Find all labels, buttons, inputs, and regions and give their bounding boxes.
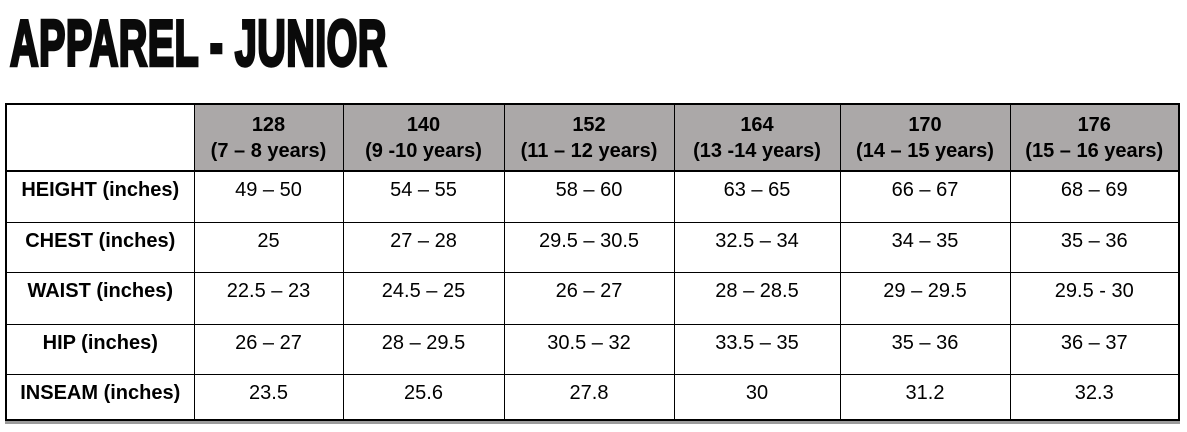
waist-value-170: 29 – 29.5 — [839, 271, 1011, 325]
chest-value-152: 29.5 – 30.5 — [503, 221, 675, 273]
height-value-176: 68 – 69 — [1009, 170, 1180, 223]
column-header-176: 176 (15 – 16 years) — [1009, 103, 1180, 172]
size-label: 128 — [251, 113, 286, 136]
inseam-value-164: 30 — [673, 373, 841, 421]
chest-value-140: 27 – 28 — [342, 221, 505, 273]
table-row-inseam: INSEAM (inches) 23.5 25.6 27.8 30 31.2 3… — [5, 373, 1180, 421]
row-label-hip: HIP (inches) — [5, 323, 195, 375]
row-label-inseam: INSEAM (inches) — [5, 373, 195, 421]
column-header-170: 170 (14 – 15 years) — [839, 103, 1011, 172]
chest-value-170: 34 – 35 — [839, 221, 1011, 273]
age-range-label: (11 – 12 years) — [520, 139, 658, 162]
height-value-140: 54 – 55 — [342, 170, 505, 223]
age-range-label: (7 – 8 years) — [210, 139, 327, 162]
column-header-164: 164 (13 -14 years) — [673, 103, 841, 172]
inseam-value-170: 31.2 — [839, 373, 1011, 421]
table-row-waist: WAIST (inches) 22.5 – 23 24.5 – 25 26 – … — [5, 271, 1180, 325]
age-range-label: (15 – 16 years) — [1025, 139, 1164, 162]
row-label-height: HEIGHT (inches) — [5, 170, 195, 223]
waist-value-164: 28 – 28.5 — [673, 271, 841, 325]
height-value-164: 63 – 65 — [673, 170, 841, 223]
hip-value-170: 35 – 36 — [839, 323, 1011, 375]
column-header-128: 128 (7 – 8 years) — [193, 103, 344, 172]
height-value-152: 58 – 60 — [503, 170, 675, 223]
hip-value-128: 26 – 27 — [193, 323, 344, 375]
column-header-152: 152 (11 – 12 years) — [503, 103, 675, 172]
age-range-label: (14 – 15 years) — [856, 139, 994, 162]
age-range-label: (9 -10 years) — [365, 139, 482, 162]
height-value-170: 66 – 67 — [839, 170, 1011, 223]
size-label: 164 — [740, 113, 774, 136]
hip-value-152: 30.5 – 32 — [503, 323, 675, 375]
hip-value-176: 36 – 37 — [1009, 323, 1180, 375]
height-value-128: 49 – 50 — [193, 170, 344, 223]
table-row-chest: CHEST (inches) 25 27 – 28 29.5 – 30.5 32… — [5, 221, 1180, 273]
chest-value-176: 35 – 36 — [1009, 221, 1180, 273]
column-header-140: 140 (9 -10 years) — [342, 103, 505, 172]
waist-value-176: 29.5 - 30 — [1009, 271, 1180, 325]
waist-value-152: 26 – 27 — [503, 271, 675, 325]
size-chart-table: 128 (7 – 8 years) 140 (9 -10 years) 152 … — [5, 103, 1180, 421]
size-label: 152 — [572, 113, 606, 136]
table-header-row: 128 (7 – 8 years) 140 (9 -10 years) 152 … — [5, 103, 1180, 172]
size-label: 170 — [908, 113, 942, 136]
waist-value-140: 24.5 – 25 — [342, 271, 505, 325]
corner-cell — [5, 103, 195, 172]
size-label: 140 — [406, 113, 441, 136]
age-range-label: (13 -14 years) — [693, 139, 821, 162]
inseam-value-176: 32.3 — [1009, 373, 1180, 421]
table-row-height: HEIGHT (inches) 49 – 50 54 – 55 58 – 60 … — [5, 170, 1180, 223]
chest-value-164: 32.5 – 34 — [673, 221, 841, 273]
hip-value-164: 33.5 – 35 — [673, 323, 841, 375]
page-title: APPAREL - JUNIOR — [9, 5, 388, 80]
row-label-chest: CHEST (inches) — [5, 221, 195, 273]
hip-value-140: 28 – 29.5 — [342, 323, 505, 375]
row-label-waist: WAIST (inches) — [5, 271, 195, 325]
inseam-value-152: 27.8 — [503, 373, 675, 421]
table-row-hip: HIP (inches) 26 – 27 28 – 29.5 30.5 – 32… — [5, 323, 1180, 375]
waist-value-128: 22.5 – 23 — [193, 271, 344, 325]
size-label: 176 — [1077, 113, 1111, 136]
inseam-value-140: 25.6 — [342, 373, 505, 421]
inseam-value-128: 23.5 — [193, 373, 344, 421]
chest-value-128: 25 — [193, 221, 344, 273]
